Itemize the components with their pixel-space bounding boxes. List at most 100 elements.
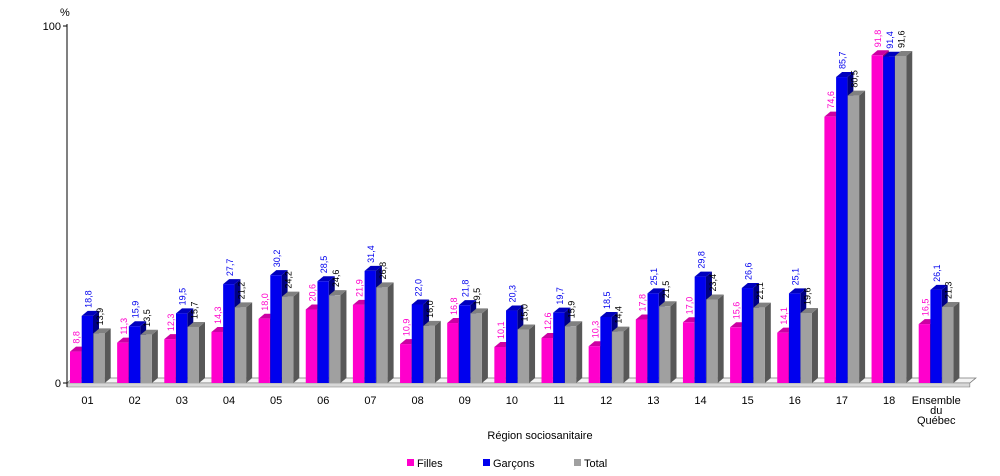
bar-front [352, 304, 365, 383]
value-label: 10,1 [496, 321, 506, 339]
legend-swatch [407, 459, 414, 466]
value-label: 30,2 [272, 250, 282, 268]
value-label: 14,3 [213, 306, 223, 324]
bar-front [541, 338, 553, 383]
bar-top [694, 271, 712, 277]
value-label: 24,6 [331, 270, 341, 288]
bar-front [140, 334, 152, 383]
x-tick-label: 05 [270, 395, 282, 407]
bar-top [800, 308, 818, 314]
legend-label: Filles [417, 458, 443, 470]
value-label: 31,4 [366, 245, 376, 263]
bar-top [894, 50, 913, 56]
legend-swatch [483, 459, 490, 466]
bar-total-7 [423, 320, 441, 383]
bar-total-0 [93, 328, 111, 383]
value-label: 15,9 [131, 301, 141, 319]
bar-side [764, 302, 771, 383]
legend-item-total: Total [574, 458, 607, 470]
value-label: 16,0 [425, 300, 435, 318]
bar-front [777, 332, 789, 383]
bar-front [329, 295, 341, 383]
x-tick-labels-group: 01 02 03 04 05 06 07 08 09 10 11 12 13 14 15 16 17 18 Ense… [81, 395, 960, 427]
value-label: 11,3 [119, 318, 129, 335]
bar-front [836, 77, 848, 384]
value-label: 20,3 [508, 285, 518, 303]
x-tick-label: 18 [883, 395, 895, 407]
x-tick-label: 03 [176, 395, 188, 407]
x-tick-label: 06 [317, 395, 329, 407]
bar-side [529, 324, 536, 383]
value-label: 15,7 [189, 301, 199, 319]
bar-top [871, 50, 889, 56]
x-tick-label: 15 [742, 395, 754, 407]
x-tick-label: 10 [506, 395, 518, 407]
bar-front [871, 55, 883, 384]
bar-front [600, 316, 612, 383]
value-label: 12,3 [166, 314, 176, 332]
bar-top [600, 311, 618, 317]
value-label: 80,5 [849, 70, 859, 88]
bar-front [411, 304, 424, 383]
bar-front [894, 55, 907, 383]
bar-front [81, 315, 93, 383]
value-label: 14,1 [779, 307, 789, 325]
bar-top [470, 308, 488, 314]
bar-front [883, 56, 895, 384]
x-tick-label: Ensemble du Québec [912, 395, 961, 427]
bar-side [670, 301, 677, 383]
value-label: 91,8 [873, 30, 883, 48]
x-tick-label: 02 [129, 395, 141, 407]
bar-top [376, 282, 394, 288]
value-label: 10,9 [402, 319, 412, 337]
bar-side [953, 301, 960, 383]
x-tick-label: 07 [364, 395, 376, 407]
value-label: 21,2 [237, 282, 247, 300]
value-label: 26,1 [932, 264, 942, 282]
x-tick-label: 01 [81, 395, 93, 407]
bar-front [659, 306, 671, 383]
legend-label: Garçons [493, 458, 535, 470]
bar-front [635, 319, 648, 383]
bar-top [883, 51, 901, 57]
value-label: 16,8 [449, 297, 459, 315]
bar-front [164, 339, 176, 383]
value-label: 21,3 [944, 281, 954, 299]
value-label: 17,0 [685, 297, 695, 315]
bar-front [470, 313, 482, 383]
bar-front [458, 305, 471, 383]
bar-total-6 [376, 282, 394, 383]
bar-front [847, 95, 860, 384]
value-label: 22,0 [413, 279, 423, 297]
bar-total-2 [187, 321, 205, 383]
bar-total-9 [517, 324, 536, 383]
bar-side [481, 308, 488, 383]
y-unit-label: % [60, 7, 70, 19]
value-label: 91,6 [897, 30, 907, 48]
value-label: 10,3 [590, 321, 600, 339]
value-label: 20,6 [307, 284, 317, 302]
bar-top [517, 324, 536, 330]
x-tick-label: 16 [789, 395, 801, 407]
bar-front [800, 313, 812, 383]
legend: Filles Garçons Total [407, 458, 607, 470]
value-label: 23,4 [708, 274, 718, 292]
bar-total-18 [942, 301, 960, 383]
value-label: 17,8 [637, 294, 647, 312]
value-label: 15,6 [732, 302, 742, 320]
bar-front [317, 281, 329, 383]
bar-front [494, 346, 506, 383]
y-tick-label: 0 [55, 378, 61, 390]
bar-front [176, 313, 188, 383]
bar-front [305, 309, 318, 383]
value-label: 74,6 [826, 91, 836, 109]
bar-top [364, 265, 382, 271]
bar-top [176, 308, 194, 314]
bar-top [506, 305, 524, 311]
bar-top [187, 321, 205, 327]
value-label: 21,1 [755, 282, 765, 300]
bar-side [811, 308, 818, 383]
bar-front [694, 276, 706, 383]
legend-label: Total [584, 458, 607, 470]
bar-side [293, 291, 300, 383]
